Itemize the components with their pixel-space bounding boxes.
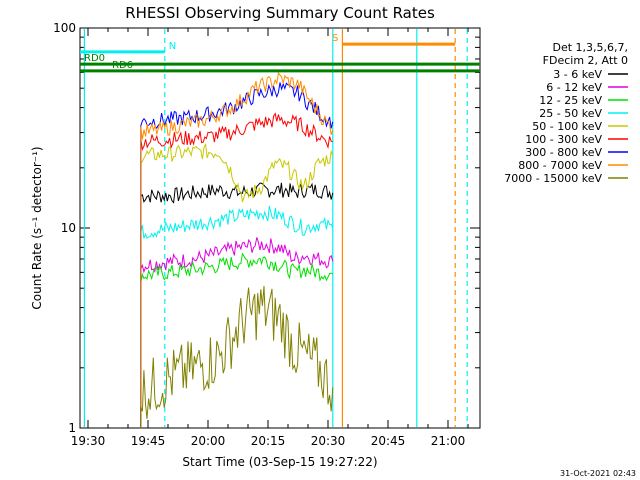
footer-date: 31-Oct-2021 02:43 xyxy=(560,469,636,478)
plot-frame xyxy=(79,27,481,429)
x-tick-label: 21:00 xyxy=(431,434,466,448)
legend-header-line-2: FDecim 2, Att 0 xyxy=(543,54,628,67)
series-line-3 xyxy=(140,252,333,428)
flag-group: N S RD0 RD6 xyxy=(80,33,480,73)
series-group xyxy=(140,71,334,428)
legend-entry-9: 7000 - 15000 keV xyxy=(504,172,602,185)
flag-label-s: S xyxy=(332,33,338,44)
legend-entry-1: 3 - 6 keV xyxy=(553,68,602,81)
flag-label-rd0: RD0 xyxy=(84,53,105,64)
x-tick-label: 20:15 xyxy=(251,434,286,448)
series-line-1 xyxy=(140,182,334,428)
series-line-2 xyxy=(140,237,334,428)
series-line-6 xyxy=(140,112,333,428)
x-tick-group: 19:30 19:45 20:00 20:15 20:30 20:45 21:00 xyxy=(71,28,469,448)
flag-label-rd6: RD6 xyxy=(112,60,133,71)
flag-label-n: N xyxy=(169,41,176,52)
x-axis-label: Start Time (03-Sep-15 19:27:22) xyxy=(182,455,377,469)
legend-header-line-1: Det 1,3,5,6,7, xyxy=(552,41,628,54)
legend: Det 1,3,5,6,7, FDecim 2, Att 0 3 - 6 keV… xyxy=(504,41,628,185)
x-tick-label: 20:00 xyxy=(191,434,226,448)
y-tick-label: 10 xyxy=(61,221,76,235)
legend-entry-7: 300 - 800 keV xyxy=(525,146,602,159)
legend-entry-6: 100 - 300 keV xyxy=(525,133,602,146)
legend-entry-2: 6 - 12 keV xyxy=(546,81,602,94)
legend-entry-3: 12 - 25 keV xyxy=(539,94,602,107)
y-axis-label: Count Rate (s⁻¹ detector⁻¹) xyxy=(30,146,44,309)
series-line-4 xyxy=(140,205,334,428)
legend-entry-5: 50 - 100 keV xyxy=(532,120,602,133)
y-tick-label: 100 xyxy=(53,21,76,35)
x-tick-label: 19:45 xyxy=(131,434,166,448)
chart-title: RHESSI Observing Summary Count Rates xyxy=(125,4,435,22)
series-line-8 xyxy=(140,71,334,428)
series-line-5 xyxy=(140,142,334,428)
y-tick-label: 1 xyxy=(68,421,76,435)
x-tick-label: 20:30 xyxy=(311,434,346,448)
series-line-9 xyxy=(140,285,334,428)
x-tick-label: 20:45 xyxy=(371,434,406,448)
x-tick-label: 19:30 xyxy=(71,434,106,448)
legend-entry-8: 800 - 7000 keV xyxy=(518,159,602,172)
legend-entry-4: 25 - 50 keV xyxy=(539,107,602,120)
